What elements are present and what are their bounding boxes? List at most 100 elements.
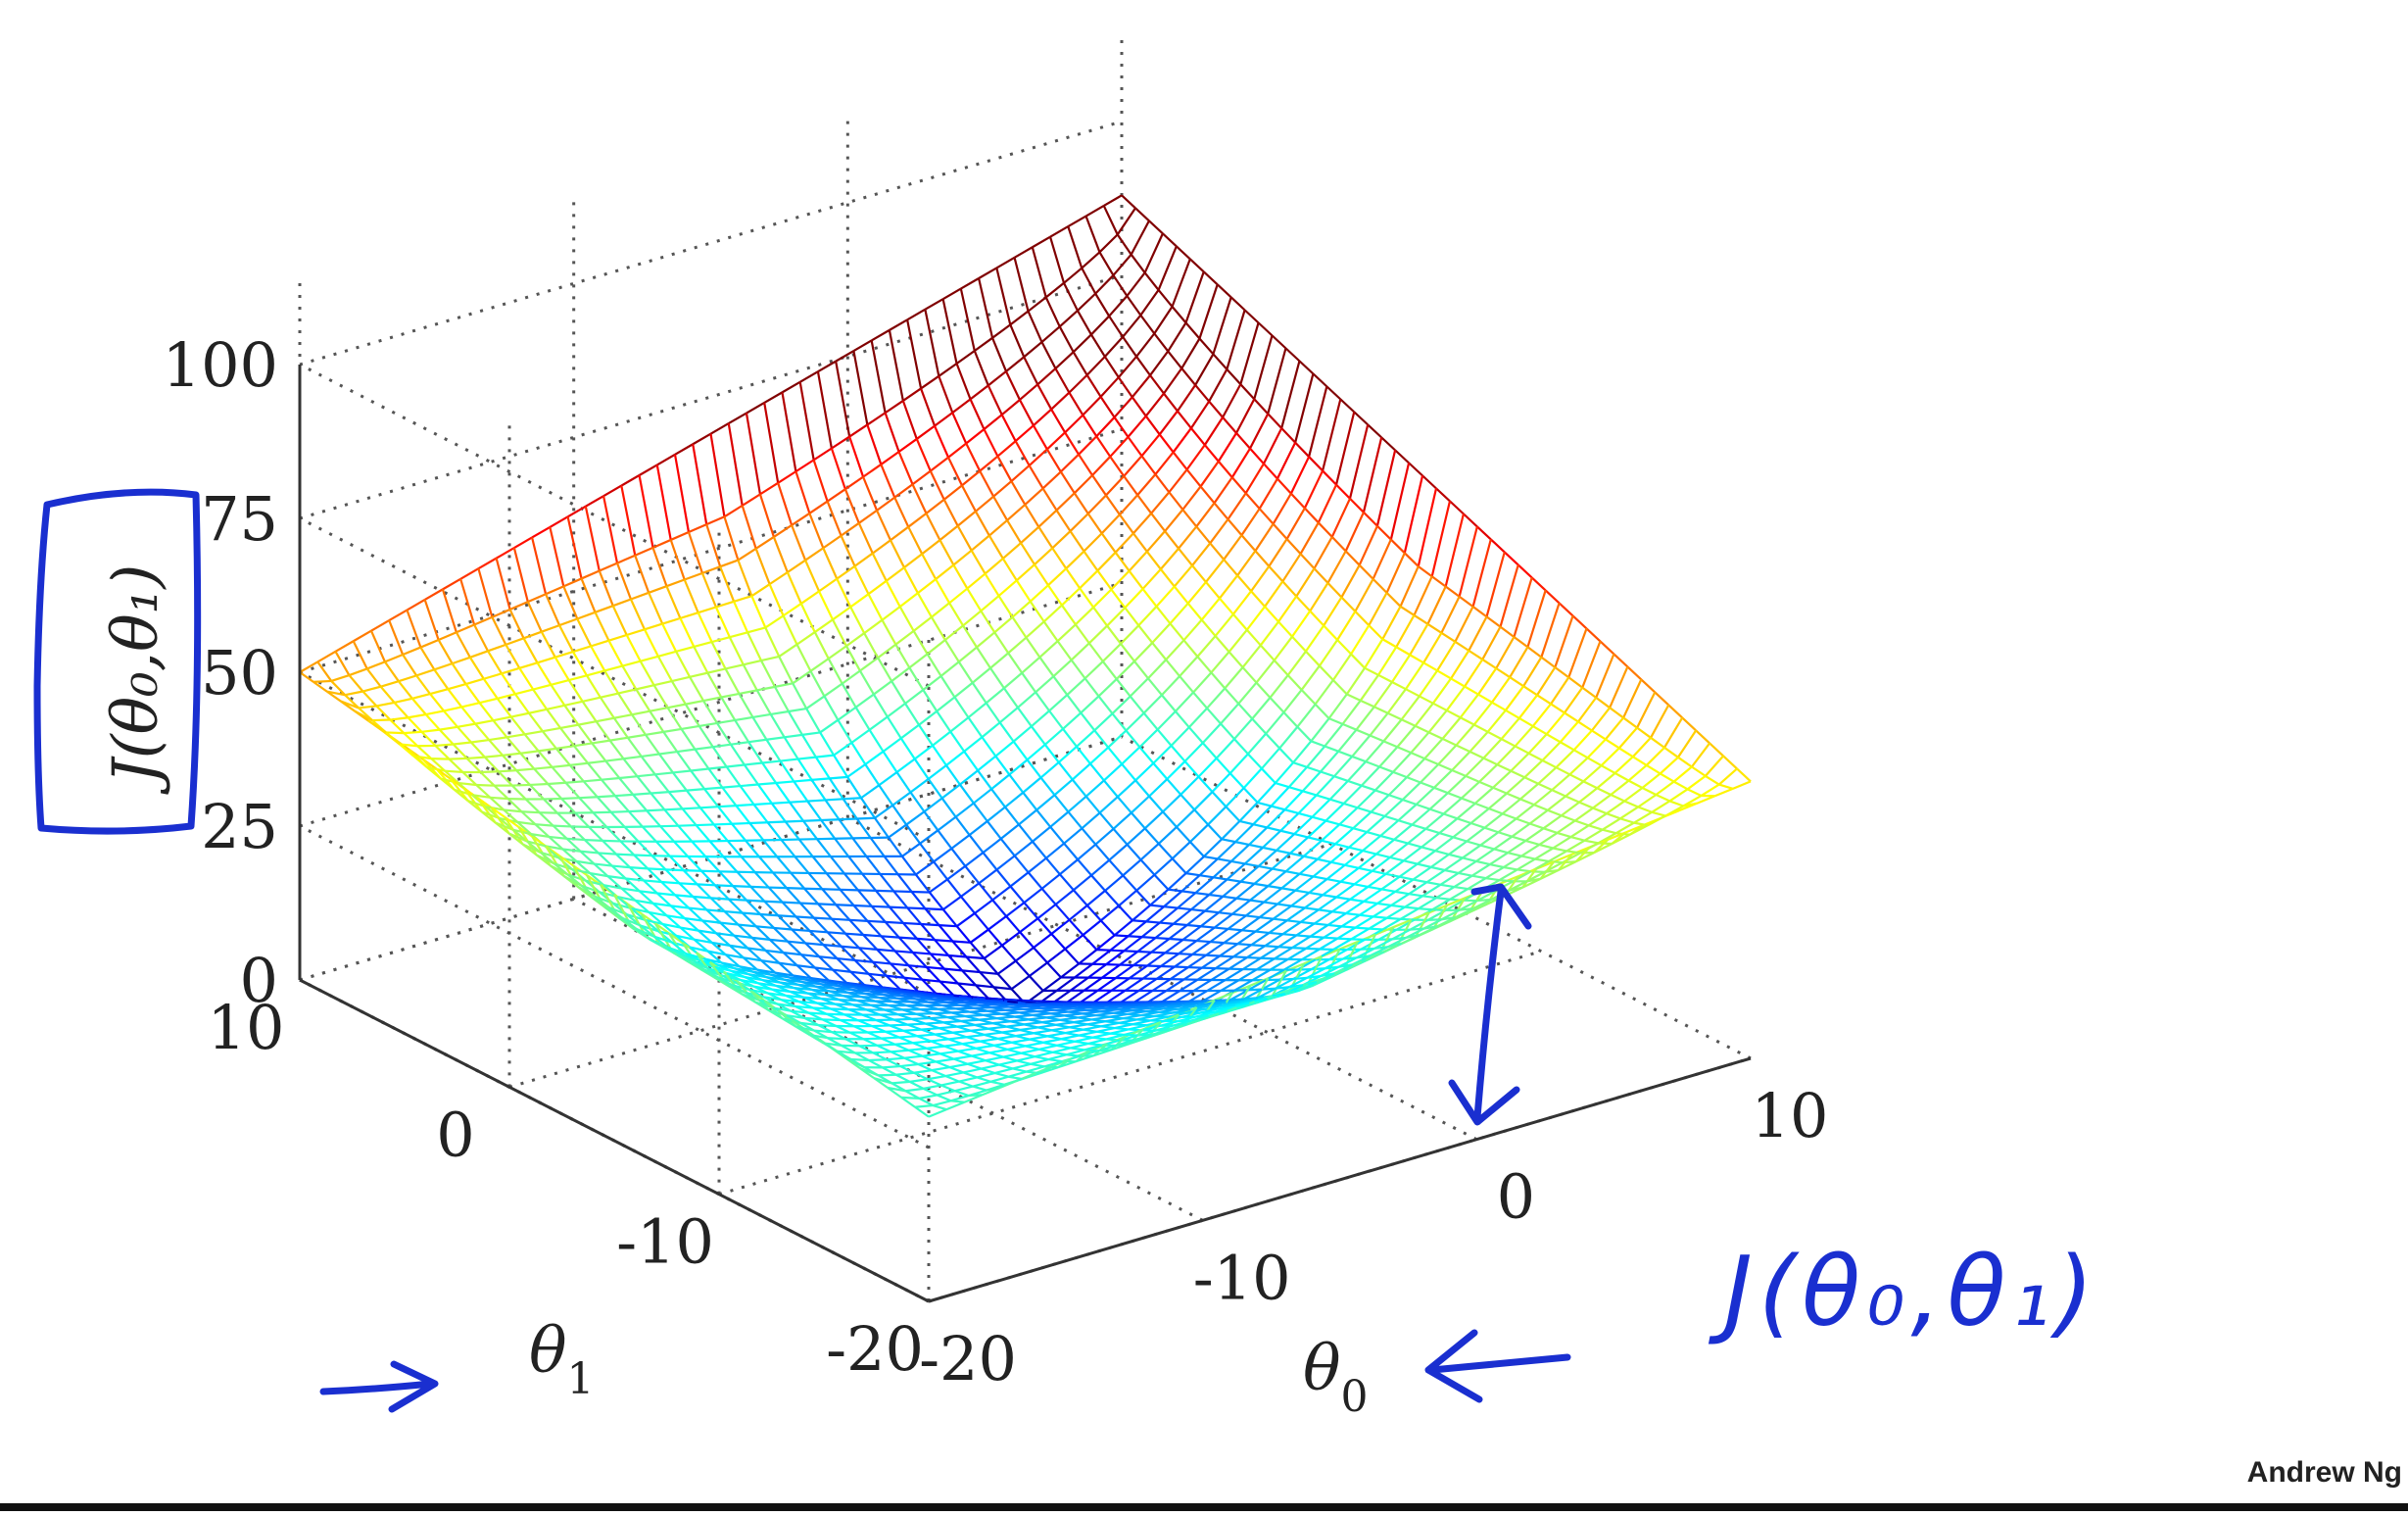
mesh-segment xyxy=(1325,804,1343,821)
mesh-segment xyxy=(1113,275,1127,296)
mesh-segment xyxy=(859,511,877,523)
mesh-segment xyxy=(481,772,495,786)
mesh-segment xyxy=(1251,566,1269,591)
mesh-segment xyxy=(1498,818,1516,832)
mesh-segment xyxy=(1479,782,1493,788)
mesh-segment xyxy=(1436,898,1450,900)
mesh-segment xyxy=(779,645,796,657)
mesh-segment xyxy=(510,610,524,638)
mesh-segment xyxy=(1324,724,1342,747)
mesh-segment xyxy=(1620,807,1638,818)
mesh-segment xyxy=(799,840,813,857)
mesh-segment xyxy=(1165,531,1179,549)
mesh-segment xyxy=(790,802,807,803)
mesh-segment xyxy=(416,675,430,694)
mesh-segment xyxy=(1524,777,1538,783)
mesh-segment xyxy=(1188,955,1206,967)
mesh-segment xyxy=(943,897,961,909)
mesh-segment xyxy=(1593,808,1607,814)
mesh-segment xyxy=(1279,749,1293,763)
mesh-segment xyxy=(901,738,915,758)
mesh-segment xyxy=(1137,495,1151,513)
mesh-segment xyxy=(1126,713,1143,731)
mesh-segment xyxy=(502,673,515,694)
mesh-segment xyxy=(920,844,934,862)
mesh-segment xyxy=(1251,591,1265,607)
mesh-segment xyxy=(1216,614,1233,636)
mesh-segment xyxy=(1228,915,1246,928)
mesh-segment xyxy=(1423,662,1437,670)
mesh-segment xyxy=(1613,654,1627,666)
mesh-segment xyxy=(897,759,915,773)
mesh-segment xyxy=(1532,577,1546,590)
mesh-segment xyxy=(622,661,640,666)
mesh-segment xyxy=(1433,678,1451,703)
mesh-segment xyxy=(1180,777,1198,795)
mesh-segment xyxy=(1013,617,1027,638)
mesh-segment xyxy=(881,936,898,937)
mesh-segment xyxy=(1544,828,1558,833)
mesh-segment xyxy=(1404,860,1418,863)
mesh-segment xyxy=(578,725,592,744)
mesh-segment xyxy=(772,803,790,804)
mesh-segment xyxy=(899,452,913,484)
mesh-segment xyxy=(1054,780,1072,796)
mesh-segment xyxy=(555,658,569,680)
mesh-segment xyxy=(721,694,739,698)
mesh-segment xyxy=(1143,589,1157,607)
mesh-segment xyxy=(1151,939,1169,953)
mesh-segment xyxy=(1095,294,1109,317)
mesh-segment xyxy=(873,554,887,581)
mesh-segment xyxy=(1128,828,1145,844)
mesh-segment xyxy=(1036,810,1050,827)
mesh-segment xyxy=(1146,921,1160,922)
mesh-segment xyxy=(771,714,785,737)
mesh-segment xyxy=(803,820,821,821)
mesh-segment xyxy=(1049,695,1067,710)
mesh-segment xyxy=(1225,688,1238,704)
mesh-segment xyxy=(1104,780,1118,797)
mesh-segment xyxy=(776,781,794,783)
mesh-segment xyxy=(903,923,917,939)
mesh-segment xyxy=(662,624,676,652)
mesh-segment xyxy=(999,580,1017,596)
mesh-segment xyxy=(635,548,652,556)
mesh-segment xyxy=(1091,860,1109,875)
mesh-segment xyxy=(1170,939,1183,940)
mesh-segment xyxy=(1103,644,1121,661)
mesh-segment xyxy=(617,556,635,563)
mesh-segment xyxy=(1166,660,1180,676)
mesh-segment xyxy=(1147,965,1161,966)
mesh-segment xyxy=(1096,417,1114,436)
mesh-segment xyxy=(1026,621,1043,637)
mesh-segment xyxy=(1019,810,1036,825)
mesh-segment xyxy=(1349,832,1367,848)
mesh-segment xyxy=(878,645,895,659)
mesh-segment xyxy=(1368,424,1381,437)
mesh-segment xyxy=(1439,818,1457,833)
mesh-segment xyxy=(1179,549,1192,565)
mesh-segment xyxy=(995,757,1009,775)
mesh-segment xyxy=(470,651,488,657)
mesh-segment xyxy=(1295,876,1313,890)
mesh-segment xyxy=(1250,449,1264,465)
mesh-segment xyxy=(512,786,526,800)
mesh-segment xyxy=(1260,905,1277,918)
mesh-segment xyxy=(448,684,465,689)
mesh-segment xyxy=(407,611,420,648)
mesh-segment xyxy=(1487,552,1505,616)
mesh-segment xyxy=(480,703,494,720)
mesh-segment xyxy=(1541,658,1555,667)
mesh-segment xyxy=(1369,918,1386,929)
mesh-segment xyxy=(1150,351,1168,375)
mesh-segment xyxy=(1292,611,1310,637)
mesh-segment xyxy=(1045,729,1063,745)
mesh-segment xyxy=(1274,524,1287,539)
mesh-segment xyxy=(693,434,710,445)
mesh-segment xyxy=(677,752,691,770)
mesh-segment xyxy=(890,330,903,401)
mesh-segment xyxy=(1574,730,1592,750)
mesh-segment xyxy=(1223,897,1236,899)
mesh-segment xyxy=(990,1077,1008,1082)
mesh-segment xyxy=(1334,776,1348,781)
